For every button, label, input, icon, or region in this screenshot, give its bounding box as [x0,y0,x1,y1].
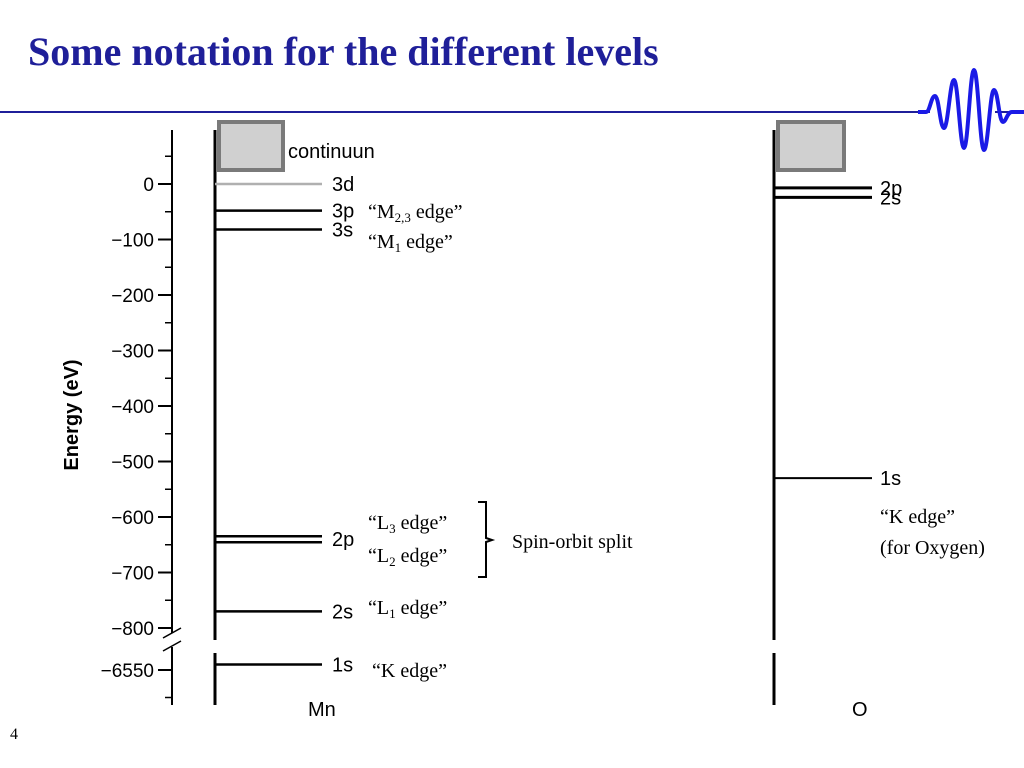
o-level-label-2p: 2p [880,178,902,200]
page-number: 4 [10,726,18,743]
level-label-2s: 2s [332,601,353,623]
k-edge-label: “K edge” [372,660,447,682]
y-axis-label: Energy (eV) [61,359,83,470]
o-k-edge-label: “K edge” [880,506,955,528]
y-tick-label: −300 [111,342,154,363]
mn-element-label: Mn [308,699,336,721]
y-tick-label: −600 [111,508,154,529]
y-tick-label: −700 [111,564,154,585]
o-level-label-1s: 1s [880,468,901,490]
slide-title: Some notation for the different levels [28,29,659,74]
axis-break-mark [162,627,182,639]
l3-edge-label: “L3 edge” [368,512,447,536]
continuum-box-mn [217,120,285,172]
y-tick-label: −800 [111,619,154,640]
y-tick-label: −100 [111,231,154,252]
y-tick-label: 0 [143,175,154,196]
continuum-label: continuun [288,141,375,163]
o-element-label: O [852,699,868,721]
level-label-2p: 2p [332,529,354,551]
y-tick-label: −200 [111,286,154,307]
y-tick-label: −500 [111,453,154,474]
y-tick-label: −400 [111,397,154,418]
y-tick-label: −6550 [101,661,154,682]
spin-orbit-brace [478,501,496,578]
mn-edge-annotations: “M2,3 edge” “M1 edge” “L3 edge” “L2 edge… [368,201,633,682]
m23-edge-label: “M2,3 edge” [368,201,463,225]
m1-edge-label: “M1 edge” [368,231,453,255]
level-label-1s: 1s [332,655,353,677]
l2-edge-label: “L2 edge” [368,545,447,569]
o-k-edge-note: (for Oxygen) [880,537,985,559]
level-label-3d: 3d [332,174,354,196]
o-level-label-2s: 2s [880,187,901,209]
level-label-3s: 3s [332,220,353,242]
y-axis: 0 −100 −200 −300 −400 −500 −600 −700 −800 −6550 E… [61,130,182,705]
spin-orbit-label: Spin-orbit split [512,531,633,553]
axis-break-mark [162,640,182,652]
l1-edge-label: “L1 edge” [368,597,447,621]
level-label-3p: 3p [332,201,354,223]
continuum-box-o [776,120,846,172]
wave-logo-icon [918,68,1024,152]
